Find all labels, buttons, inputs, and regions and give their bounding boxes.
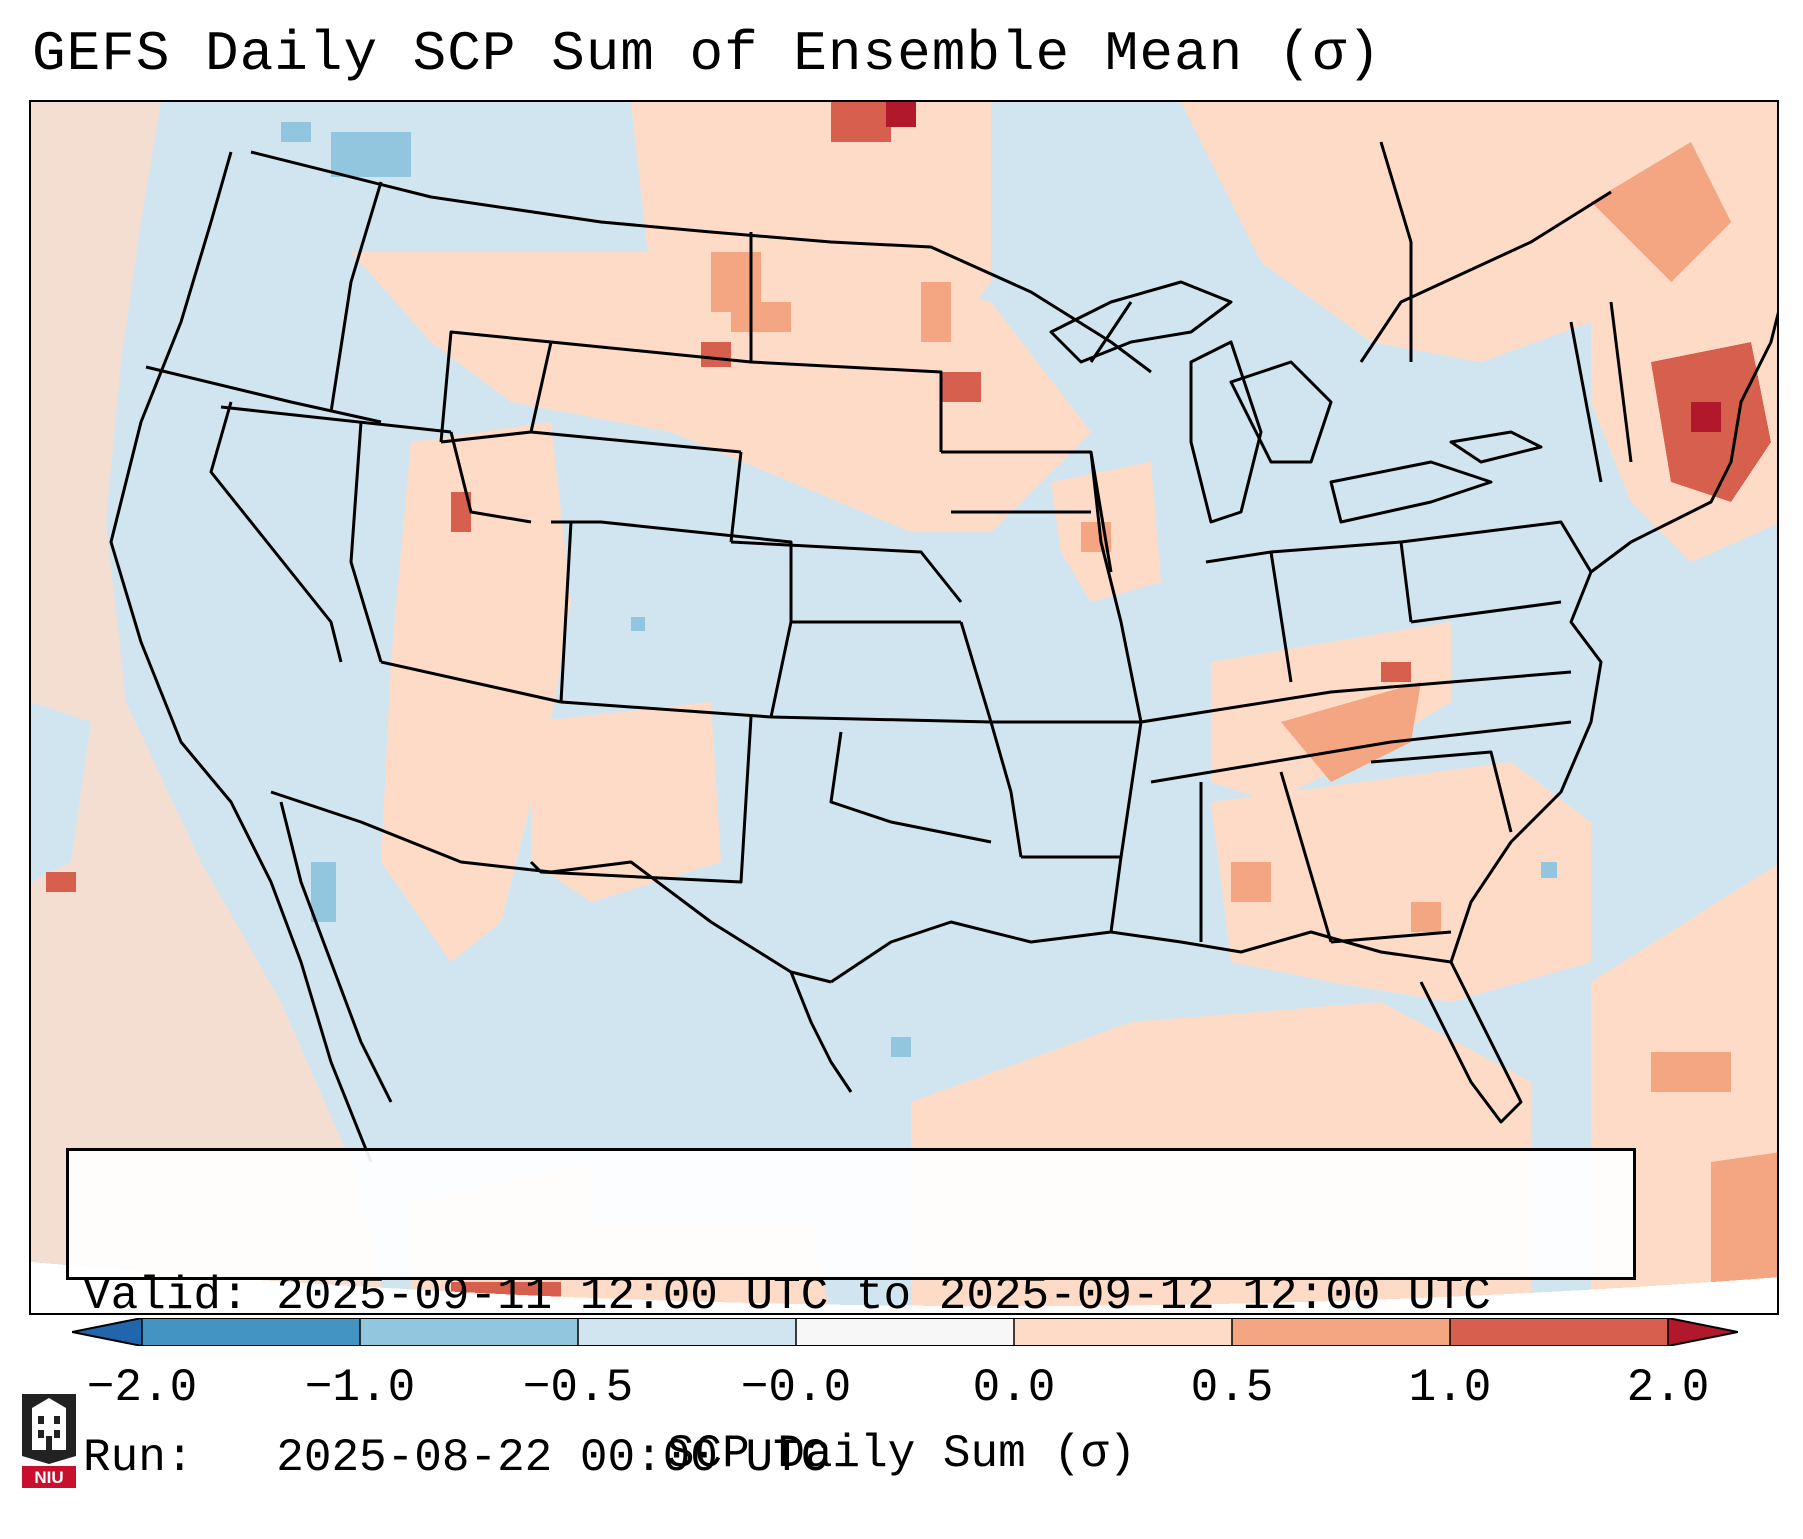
valid-time-line: Valid: 2025-09-11 12:00 UTC to 2025-09-1… bbox=[83, 1270, 1491, 1322]
run-time-line: Run: 2025-08-22 00:00 UTC bbox=[83, 1432, 829, 1484]
map-canvas bbox=[31, 102, 1777, 1313]
colorbar-bin bbox=[1450, 1318, 1669, 1346]
colorbar-tick-label: 0.0 bbox=[972, 1362, 1056, 1414]
boundaries bbox=[109, 141, 1777, 1163]
colorbar-extend-over bbox=[1668, 1318, 1738, 1346]
map-panel bbox=[29, 100, 1779, 1315]
colorbar-bin bbox=[1232, 1318, 1451, 1346]
colorbar-extend-under bbox=[72, 1318, 142, 1346]
colorbar-bin bbox=[796, 1318, 1015, 1346]
colorbar-tick-label: 2.0 bbox=[1626, 1362, 1710, 1414]
colorbar-bin bbox=[360, 1318, 579, 1346]
niu-logo: NIU bbox=[22, 1394, 76, 1488]
colorbar-tick-label: −0.5 bbox=[522, 1362, 634, 1414]
colorbar-svg bbox=[71, 1317, 1739, 1347]
colorbar-tick-label: 0.5 bbox=[1190, 1362, 1274, 1414]
colorbar-tick-label: −2.0 bbox=[86, 1362, 198, 1414]
colorbar-bin bbox=[578, 1318, 797, 1346]
map-title: GEFS Daily SCP Sum of Ensemble Mean (σ) bbox=[32, 22, 1382, 86]
colorbar-tick-label: −1.0 bbox=[304, 1362, 416, 1414]
colorbar-tick-label: 1.0 bbox=[1408, 1362, 1492, 1414]
colorbar-bin bbox=[1014, 1318, 1233, 1346]
validity-info-box: Valid: 2025-09-11 12:00 UTC to 2025-09-1… bbox=[66, 1148, 1636, 1484]
colorbar-label: SCP Daily Sum (σ) bbox=[666, 1428, 1137, 1480]
colorbar-bin bbox=[142, 1318, 361, 1346]
colorbar bbox=[71, 1317, 1739, 1347]
colorbar-tick-label: −0.0 bbox=[740, 1362, 852, 1414]
logo-text: NIU bbox=[34, 1468, 63, 1487]
